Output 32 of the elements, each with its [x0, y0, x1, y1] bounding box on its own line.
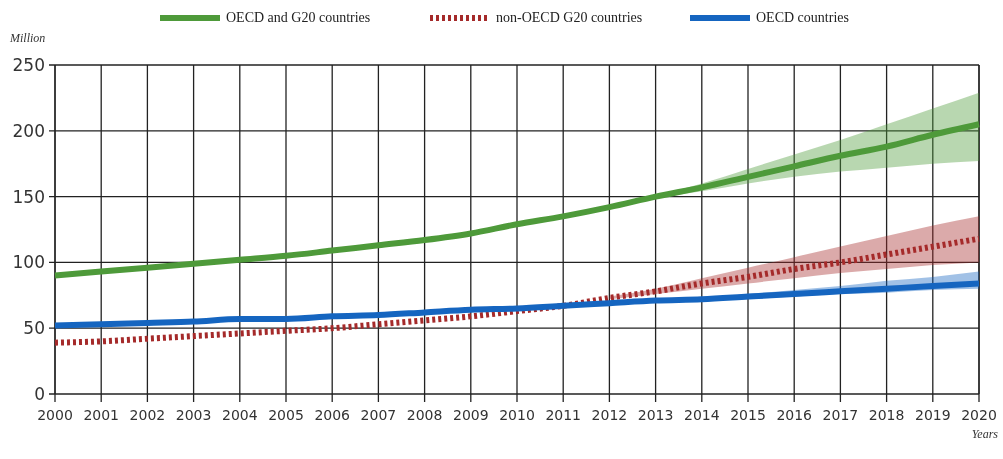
x-tick-label: 2005 [268, 407, 304, 423]
x-tick-label: 2014 [683, 407, 720, 423]
y-tick-label: 50 [23, 318, 45, 339]
x-tick-label: 2013 [637, 407, 674, 423]
x-tick-label: 2015 [730, 407, 766, 423]
x-tick-label: 2012 [591, 407, 628, 423]
y-tick-label: 150 [12, 186, 45, 207]
legend-label: non-OECD G20 countries [496, 10, 643, 25]
legend-label: OECD and G20 countries [226, 10, 371, 25]
y-axis-title: Million [9, 31, 46, 45]
x-tick-label: 2006 [314, 407, 351, 423]
legend-label: OECD countries [756, 10, 849, 25]
y-tick-label: 200 [12, 120, 45, 141]
x-tick-label: 2018 [868, 407, 905, 423]
x-tick-label: 2000 [37, 407, 73, 423]
x-tick-label: 2016 [776, 407, 813, 423]
x-tick-label: 2003 [175, 407, 212, 423]
x-tick-label: 2002 [129, 407, 166, 423]
x-tick-label: 2011 [545, 407, 582, 423]
x-tick-label: 2007 [360, 407, 397, 423]
x-tick-label: 2010 [499, 407, 535, 423]
x-axis-title: Years [971, 427, 999, 441]
y-tick-label: 100 [12, 252, 45, 273]
y-tick-label: 0 [34, 383, 45, 404]
x-tick-label: 2009 [452, 407, 489, 423]
x-tick-label: 2019 [914, 407, 951, 423]
x-tick-label: 2008 [406, 407, 443, 423]
x-tick-label: 2004 [221, 407, 258, 423]
y-tick-label: 250 [12, 54, 45, 75]
x-tick-label: 2001 [83, 407, 120, 423]
x-tick-label: 2020 [961, 407, 997, 423]
x-tick-label: 2017 [822, 407, 859, 423]
